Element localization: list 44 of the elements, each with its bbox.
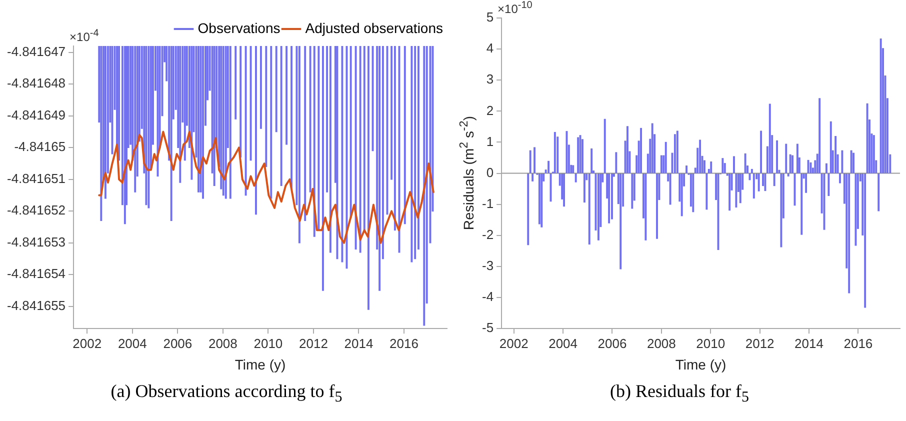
y-tick-label: -4.841649: [6, 107, 66, 122]
x-tick-label: 2004: [118, 336, 147, 351]
x-axis-title: Time (y): [675, 356, 726, 372]
x-tick-label: 2002: [499, 336, 528, 351]
y-tick-label: -4.841648: [6, 76, 66, 91]
x-tick-label: 2010: [696, 336, 726, 351]
y-tick-label: -4.841647: [6, 44, 66, 59]
x-tick-label: 2012: [745, 336, 774, 351]
y-tick-label: -3: [482, 258, 494, 274]
x-tick-label: 2016: [844, 336, 873, 351]
legend-label: Adjusted observations: [305, 20, 444, 36]
x-tick-label: 2014: [794, 336, 824, 351]
y-tick-label: -4: [482, 289, 494, 304]
x-tick-label: 2008: [646, 336, 676, 351]
text: ×10$^{-4}$: [70, 28, 99, 44]
y-tick-label: 4: [486, 40, 494, 56]
x-tick-label: 2008: [208, 336, 238, 351]
x-tick-label: 2006: [163, 336, 192, 351]
y-tick-label: -1: [482, 196, 494, 211]
y-tick-label: -2: [482, 227, 494, 242]
y-tick-label: 1: [486, 134, 494, 149]
x-axis-title: Time (y): [234, 356, 286, 372]
y-tick-label: 5: [486, 10, 494, 25]
text: (b) Residuals for f$_{5}$: [609, 381, 750, 407]
y-tick-label: 2: [486, 102, 494, 118]
x-tick-label: 2014: [344, 336, 374, 351]
legend-label: Observations: [198, 20, 280, 36]
y-tick-label: -5: [482, 320, 494, 336]
y-tick-label: -4.841651: [6, 170, 66, 186]
text: (a) Observations according to f$_{5}$: [110, 381, 344, 407]
y-tick-label: -4.841652: [6, 202, 66, 218]
y-tick-label: 3: [486, 72, 494, 87]
y-tick-label: -4.841653: [6, 234, 66, 250]
x-tick-label: 2012: [299, 336, 328, 351]
text: ×10$^{-10}$: [498, 0, 532, 16]
x-tick-label: 2016: [390, 336, 418, 351]
y-tick-label: -4.841655: [6, 298, 66, 313]
x-tick-label: 2002: [72, 336, 102, 351]
y-tick-label: -4.84165: [14, 139, 66, 154]
y-tick-label: -4.841654: [6, 266, 66, 282]
x-tick-label: 2006: [598, 336, 627, 351]
y-tick-label: 0: [486, 164, 494, 180]
x-tick-label: 2010: [254, 336, 283, 351]
x-tick-label: 2004: [548, 336, 578, 351]
